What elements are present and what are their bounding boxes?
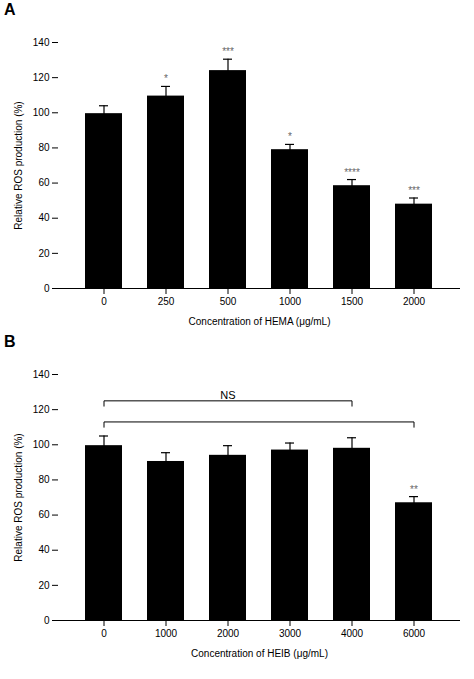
svg-text:60: 60 bbox=[38, 509, 50, 520]
svg-text:*: * bbox=[164, 73, 168, 84]
svg-text:140: 140 bbox=[33, 37, 50, 48]
svg-text:1000: 1000 bbox=[155, 628, 178, 639]
svg-text:120: 120 bbox=[33, 404, 50, 415]
html-text:A: A bbox=[4, 1, 16, 18]
svg-text:*: * bbox=[288, 131, 292, 142]
svg-text:60: 60 bbox=[38, 177, 50, 188]
svg-text:40: 40 bbox=[38, 544, 50, 555]
svg-text:Concentration of HEIB (μg/mL): Concentration of HEIB (μg/mL) bbox=[191, 648, 328, 659]
svg-text:1500: 1500 bbox=[341, 296, 364, 307]
html-text:B: B bbox=[4, 333, 16, 350]
svg-text:3000: 3000 bbox=[279, 628, 302, 639]
svg-text:0: 0 bbox=[44, 283, 50, 294]
svg-text:40: 40 bbox=[38, 212, 50, 223]
svg-text:120: 120 bbox=[33, 72, 50, 83]
svg-text:100: 100 bbox=[33, 107, 50, 118]
svg-text:4000: 4000 bbox=[341, 628, 364, 639]
svg-text:Relative ROS production (%): Relative ROS production (%) bbox=[13, 433, 24, 561]
svg-text:**: ** bbox=[410, 484, 418, 495]
svg-text:0: 0 bbox=[101, 628, 107, 639]
svg-text:NS: NS bbox=[220, 389, 235, 401]
svg-text:****: **** bbox=[344, 167, 360, 178]
svg-text:100: 100 bbox=[33, 439, 50, 450]
svg-text:20: 20 bbox=[38, 248, 50, 259]
svg-text:500: 500 bbox=[220, 296, 237, 307]
svg-text:0: 0 bbox=[101, 296, 107, 307]
svg-text:140: 140 bbox=[33, 369, 50, 380]
svg-text:Concentration of HEMA (μg/mL): Concentration of HEMA (μg/mL) bbox=[189, 316, 331, 327]
svg-text:80: 80 bbox=[38, 474, 50, 485]
svg-text:1000: 1000 bbox=[279, 296, 302, 307]
svg-text:***: *** bbox=[222, 46, 234, 57]
svg-text:250: 250 bbox=[158, 296, 175, 307]
svg-text:80: 80 bbox=[38, 142, 50, 153]
svg-text:20: 20 bbox=[38, 580, 50, 591]
svg-text:Relative ROS production (%): Relative ROS production (%) bbox=[13, 101, 24, 229]
svg-text:2000: 2000 bbox=[217, 628, 240, 639]
svg-text:2000: 2000 bbox=[403, 296, 426, 307]
svg-text:6000: 6000 bbox=[403, 628, 426, 639]
svg-text:0: 0 bbox=[44, 615, 50, 626]
svg-text:***: *** bbox=[408, 185, 420, 196]
